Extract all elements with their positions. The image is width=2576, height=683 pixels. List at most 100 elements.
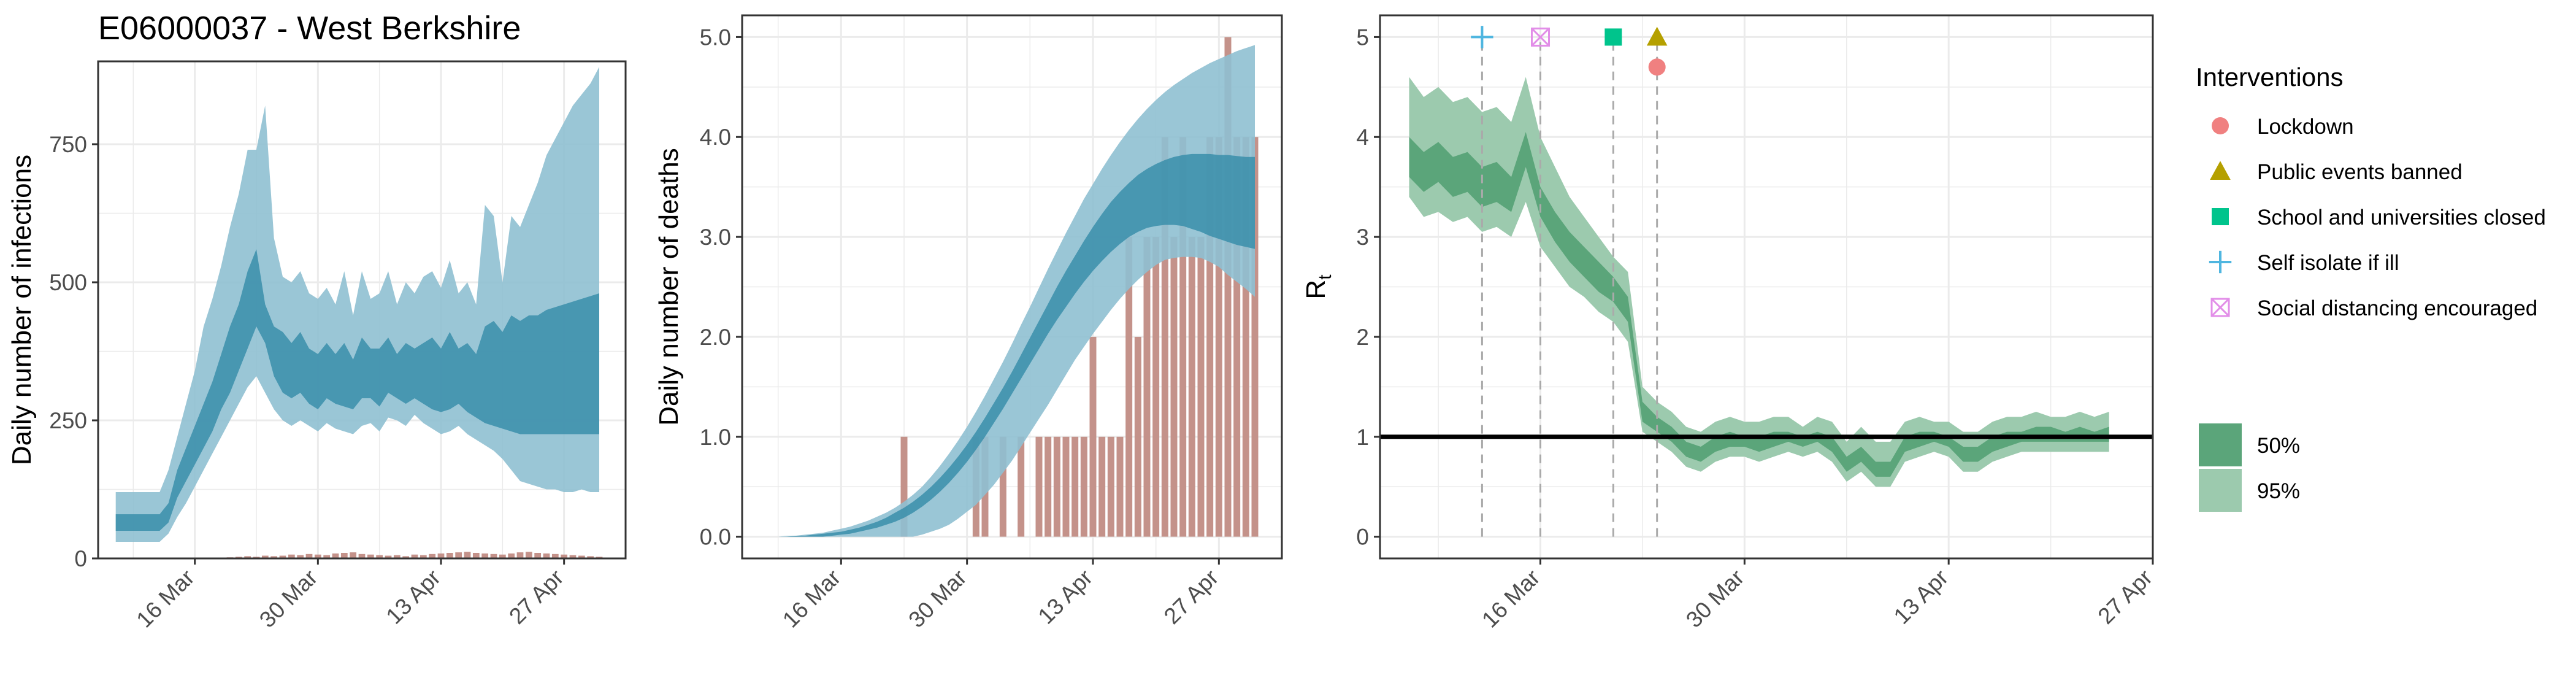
legend-key-circle [2212,117,2229,134]
bar [297,555,304,558]
y-tick-label: 5 [1356,25,1369,50]
y-tick-label: 3.0 [700,225,731,250]
x-tick-label: 13 Apr [1889,565,1953,629]
ci-95-band [115,67,599,542]
ci-95-band [1409,77,2109,487]
y-tick-label: 0 [1356,525,1369,550]
bar [279,555,286,558]
y-tick-label: 250 [49,408,87,433]
bar [516,552,524,558]
bar [420,555,427,558]
bar [1045,436,1052,537]
bar [587,556,594,558]
y-axis-label: Rt [1301,274,1335,299]
bar [429,554,436,558]
bar-series [900,37,1259,537]
x-tick-label: 13 Apr [1033,565,1097,629]
bar [481,553,489,558]
bar [1206,137,1214,537]
x-tick-label: 30 Mar [255,565,322,632]
intervention-marker-social_distancing [1531,27,1551,47]
bar [508,553,515,558]
plot-border [741,14,1283,560]
bar [1107,436,1114,537]
bar [1215,137,1222,537]
y-tick-label: 0 [74,546,87,571]
legend-title: Interventions [2196,63,2343,91]
bar [385,555,392,558]
bar-series [226,552,603,558]
bar [464,552,471,558]
bar [1251,137,1259,537]
bar [1197,237,1205,537]
bar [900,436,908,537]
bar [1188,237,1195,537]
bar [543,553,550,558]
bar [340,553,348,558]
intervention-marker-self_isolate [1471,26,1493,48]
bar [1170,237,1178,537]
bar [1125,237,1133,537]
bar [393,555,401,558]
bar [323,555,331,558]
bar [288,554,295,558]
x-tick-label: 27 Apr [504,565,569,629]
bar [1161,137,1168,537]
bar [446,553,453,558]
legend-key-square [2212,208,2229,225]
bar [525,552,532,558]
ci-95-band [760,45,1255,537]
bar [367,554,374,558]
y-tick-label: 4 [1356,125,1369,150]
legend-key-boxcross [2210,298,2230,317]
page-title: E06000037 - West Berkshire [98,10,521,47]
bar [261,555,269,558]
y-tick-label: 3 [1356,225,1369,250]
y-tick-label: 2 [1356,325,1369,350]
bar [561,554,568,558]
y-tick-label: 750 [49,132,87,157]
x-tick-label: 30 Mar [903,565,971,632]
bar [578,555,585,558]
bar [1224,37,1232,537]
bar [376,555,383,558]
bar [499,554,506,558]
plot-border [1379,14,2154,560]
y-tick-label: 2.0 [700,325,731,350]
bar [1143,237,1151,537]
bar [1053,436,1060,537]
bar [244,556,251,558]
y-tick-label: 1 [1356,425,1369,450]
x-tick-label: 30 Mar [1681,565,1749,632]
legend-label: School and universities closed [2257,206,2546,230]
bar [551,554,559,558]
legend-key-triangle [2210,161,2231,180]
bar [402,556,410,558]
legend-label: Lockdown [2257,115,2354,139]
plot-border [97,60,627,560]
x-tick-label: 13 Apr [381,565,445,629]
deaths-panel: 0.0 1.0 2.0 3.0 4.0 5.0 16 Mar 30 Mar 13 Apr 27 A… [654,14,1283,633]
bar [332,553,339,558]
bar [350,552,357,558]
infections-panel: 0 250 500 750 16 Mar 30 Mar 13 Apr 27 Apr Daily … [7,60,627,633]
x-tick-label: 27 Apr [1159,565,1224,629]
bar [1152,237,1160,537]
legend: Interventions Lockdown Public events bann… [2196,63,2546,512]
legend-swatch [2199,423,2242,466]
intervention-marker-lockdown [1648,58,1666,76]
y-tick-label: 0.0 [700,525,731,550]
y-tick-label: 1.0 [700,425,731,450]
bar [1080,436,1087,537]
rt-panel: 0 1 2 3 4 5 16 Mar 30 Mar 13 Apr 27 Apr Rt [1301,14,2157,633]
y-tick-label: 4.0 [700,125,731,150]
intervention-marker-public_events [1646,26,1668,46]
bar [1116,436,1124,537]
bar [358,554,366,558]
x-tick-label: 27 Apr [2093,565,2157,629]
y-axis-label: Daily number of infections [7,155,37,465]
legend-key-plus [2209,250,2232,274]
ci-50-band [760,153,1255,537]
bar [1062,436,1070,537]
